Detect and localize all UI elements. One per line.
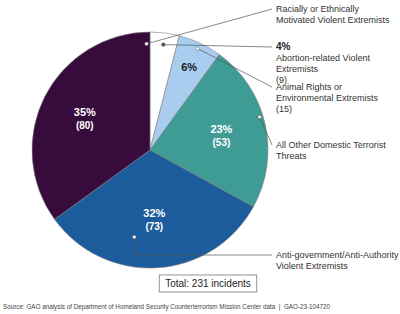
percent-label: 6% <box>181 61 197 73</box>
category-label: Racially or EthnicallyMotivated Violent … <box>276 4 390 25</box>
leader-line <box>163 45 272 47</box>
leader-line <box>260 117 272 145</box>
count-label: (80) <box>76 120 94 131</box>
label-line: Abortion-related Violent <box>276 53 370 63</box>
percent-label: 32% <box>143 207 165 219</box>
total-label: Total: 231 incidents <box>165 278 251 289</box>
source: Source: GAO analysis of Department of Ho… <box>3 303 331 311</box>
count-label: (73) <box>145 221 163 232</box>
category-label: Abortion-related ViolentExtremists <box>276 53 370 74</box>
leader-line <box>134 237 272 255</box>
label-line: Threats <box>276 151 307 161</box>
label-line: Animal Rights or <box>276 82 342 92</box>
leader-line <box>198 49 272 87</box>
percent-label: 35% <box>74 106 96 118</box>
leader-line <box>146 9 272 44</box>
label-line: Motivated Violent Extremists <box>276 15 390 25</box>
category-label: Anti-government/Anti-AuthorityViolent Ex… <box>276 250 399 271</box>
label-line: Violent Extremists <box>276 261 348 271</box>
count-label: (15) <box>276 104 292 114</box>
label-line: All Other Domestic Terrorist <box>276 140 386 150</box>
leader-dot <box>162 43 166 47</box>
percent-label: 23% <box>210 123 232 135</box>
slice <box>32 32 150 219</box>
leader-dot <box>196 47 200 51</box>
label-line: Environmental Extremists <box>276 93 379 103</box>
pie <box>32 32 268 268</box>
leader-dot <box>132 235 136 239</box>
label-line: Extremists <box>276 64 319 74</box>
chart: 4%Abortion-related ViolentExtremists(9)A… <box>0 0 400 314</box>
total-box <box>159 275 257 292</box>
leader-dot <box>145 42 149 46</box>
label-line: Racially or Ethnically <box>276 4 360 14</box>
labels: 4%Abortion-related ViolentExtremists(9)A… <box>74 4 399 271</box>
total: Total: 231 incidents <box>159 275 257 292</box>
category-label: All Other Domestic TerroristThreats <box>276 140 386 161</box>
label-line: Anti-government/Anti-Authority <box>276 250 399 260</box>
leader-dot <box>258 115 262 119</box>
count-label: (53) <box>212 137 230 148</box>
category-label: Animal Rights orEnvironmental Extremists <box>276 82 379 103</box>
percent-label: 4% <box>276 41 291 52</box>
